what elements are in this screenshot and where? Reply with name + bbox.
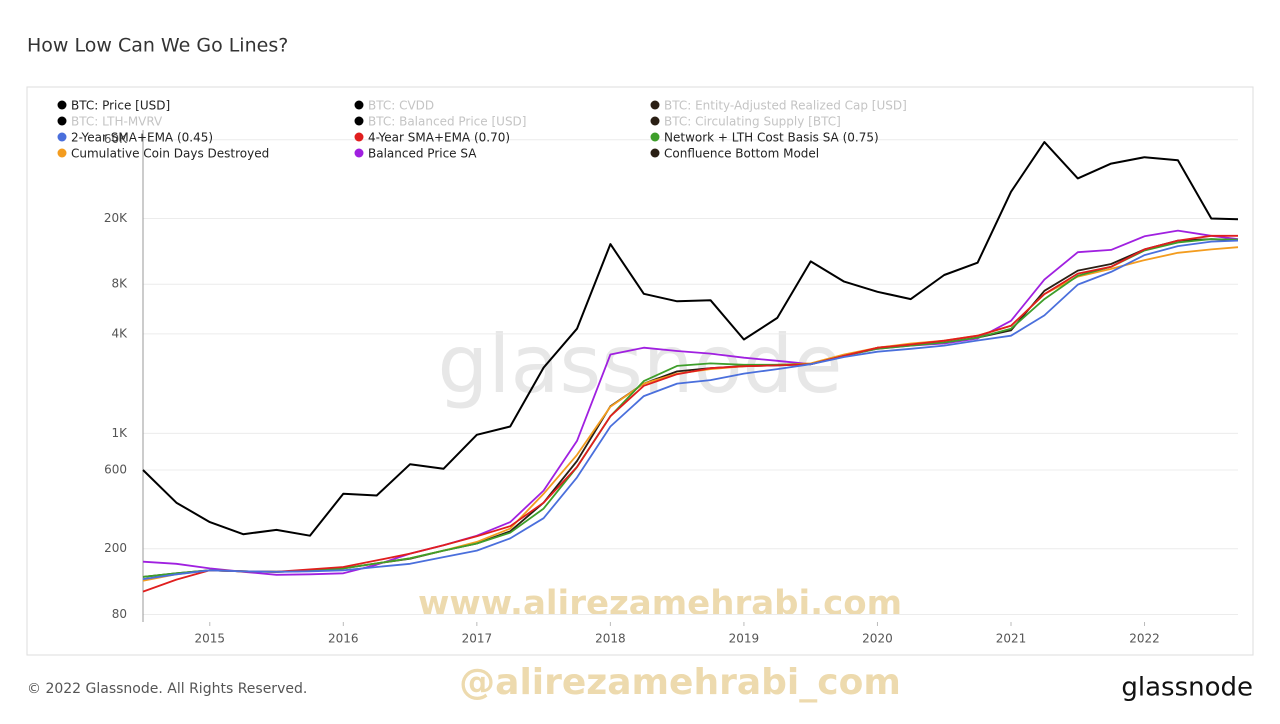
x-tick-label: 2015 xyxy=(194,632,225,646)
x-tick-label: 2018 xyxy=(595,632,626,646)
chart-frame xyxy=(26,86,1254,656)
legend-label: Confluence Bottom Model xyxy=(664,147,819,161)
legend-marker xyxy=(57,148,67,158)
watermark: @alirezamehrabi_com xyxy=(459,662,901,703)
series-line xyxy=(142,239,1239,580)
y-tick-label: 1K xyxy=(111,426,128,440)
watermark: www.alirezamehrabi.com xyxy=(418,584,902,624)
legend-marker xyxy=(354,148,364,158)
y-tick-label: 8K xyxy=(111,277,128,291)
legend-marker xyxy=(354,132,364,142)
x-tick-label: 2022 xyxy=(1129,632,1160,646)
footer: © 2022 Glassnode. All Rights Reserved. xyxy=(27,681,307,697)
y-tick-label: 60K xyxy=(104,132,128,146)
legend-marker xyxy=(57,132,67,142)
legend-label: BTC: Entity-Adjusted Realized Cap [USD] xyxy=(664,99,907,113)
legend-label: BTC: CVDD xyxy=(368,99,434,113)
x-tick-label: 2017 xyxy=(462,632,493,646)
y-tick-label: 20K xyxy=(104,211,128,225)
series-line xyxy=(142,229,1239,576)
legend-marker xyxy=(354,100,364,110)
y-tick-label: 600 xyxy=(104,462,127,476)
legend-marker xyxy=(354,116,364,126)
series-line xyxy=(142,234,1238,593)
legend-label: BTC: Balanced Price [USD] xyxy=(368,115,526,129)
legend-marker xyxy=(650,148,660,158)
legend-marker xyxy=(57,100,67,110)
legend-marker xyxy=(650,132,660,142)
legend-label: Cumulative Coin Days Destroyed xyxy=(71,147,269,161)
x-tick-label: 2019 xyxy=(729,632,760,646)
legend-label: 2-Year SMA+EMA (0.45) xyxy=(71,131,213,145)
legend-label: BTC: LTH-MVRV xyxy=(71,115,163,129)
legend-label: BTC: Circulating Supply [BTC] xyxy=(664,115,841,129)
y-tick-label: 80 xyxy=(112,607,127,621)
series-line xyxy=(142,246,1239,582)
x-tick-label: 2020 xyxy=(862,632,893,646)
chart-title: How Low Can We Go Lines? xyxy=(27,35,288,57)
x-tick-label: 2016 xyxy=(328,632,359,646)
legend-marker xyxy=(57,116,67,126)
series-line xyxy=(142,238,1239,578)
legend-marker xyxy=(650,100,660,110)
y-tick-label: 4K xyxy=(111,326,128,340)
legend-marker xyxy=(650,116,660,126)
legend-label: 4-Year SMA+EMA (0.70) xyxy=(368,131,510,145)
series-line xyxy=(142,141,1239,537)
legend-label: BTC: Price [USD] xyxy=(71,99,170,113)
legend-label: Network + LTH Cost Basis SA (0.75) xyxy=(664,131,879,145)
legend-label: Balanced Price SA xyxy=(368,147,477,161)
y-tick-label: 200 xyxy=(104,541,127,555)
brand-logo: glassnode xyxy=(1121,673,1253,703)
x-tick-label: 2021 xyxy=(996,632,1027,646)
